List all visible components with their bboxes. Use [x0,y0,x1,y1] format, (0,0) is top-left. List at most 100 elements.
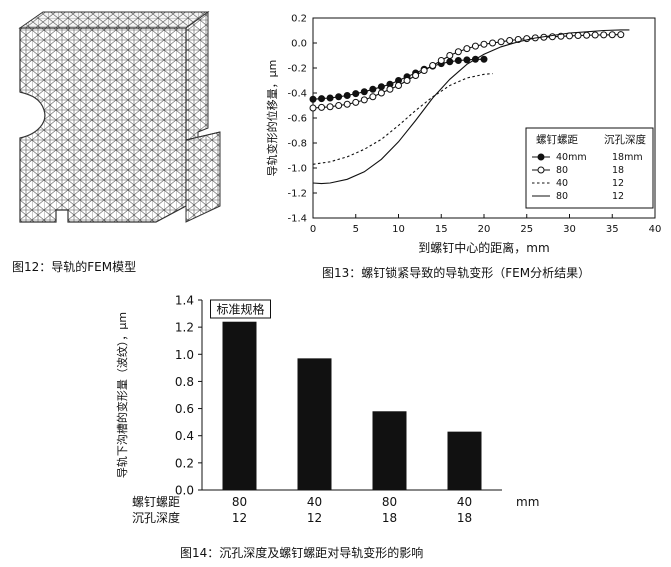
data-point [352,98,360,106]
y-tick-label: 0.6 [175,402,194,416]
y-tick-label: -0.6 [287,114,307,125]
y-tick-label: 0.2 [175,456,194,470]
data-point [583,31,591,39]
y-tick-label: -1.4 [287,214,307,225]
data-point [335,93,343,101]
bar-1 [222,321,257,490]
row-label-depth: 沉孔深度 [132,510,180,525]
data-point [489,39,497,47]
data-point [454,48,462,56]
data-point [463,56,471,64]
x-tick-label: 30 [563,224,576,235]
data-point [343,92,351,99]
bar-pitch-label: 40 [307,495,322,509]
data-point [420,67,428,74]
data-point [574,32,582,39]
ripple-bar-chart: 0.0 0.2 0.4 0.6 0.8 1.0 1.2 1.4 导轨下沟槽的变形量（波纹），μm… [115,294,539,526]
fig12-caption: 图12：导轨的FEM模型 [12,260,137,274]
bar-depth-label: 18 [457,511,472,525]
y-tick-label: -0.2 [287,64,307,75]
data-point [591,31,599,39]
unit-label: mm [516,495,539,509]
bar-3 [372,411,407,490]
bar-pitch-label: 80 [382,495,397,509]
data-point [326,94,334,102]
y-tick-label: 0.4 [175,429,194,443]
data-point [318,103,326,111]
x-tick-label: 0 [310,224,316,235]
x-tick-label: 5 [353,224,359,235]
data-point [454,57,462,64]
series-line-4 [312,29,630,185]
legend-swatch-marker [537,153,545,161]
annotation-label: 标准规格 [216,302,264,317]
data-point [600,31,608,39]
bar-pitch-label: 80 [232,495,247,509]
y-tick-label: 1.0 [175,348,194,362]
legend-pitch-value: 40mm [556,152,587,163]
data-point [506,37,514,44]
annotation-box [210,299,271,319]
data-point [463,45,471,53]
bar-2 [297,358,332,490]
x-tick-label: 20 [478,224,491,235]
legend-depth-value: 12 [612,191,624,202]
legend-pitch-value: 40 [556,178,568,189]
y-tick-label: 0.8 [175,375,194,389]
y-tick-label: 0.0 [291,39,307,50]
data-point [497,38,505,46]
data-point [360,96,368,104]
x-tick-label: 15 [435,224,448,235]
series-line-3 [312,73,493,165]
fem-model-figure [18,11,221,223]
data-point [352,90,360,98]
legend-pitch-value: 80 [556,191,568,202]
x-axis-label: 到螺钉中心的距离，mm [418,240,549,255]
data-point [377,83,385,91]
legend-box [525,127,654,209]
legend-depth-value: 18mm [612,152,643,163]
bar-pitch-label: 40 [457,495,472,509]
data-point [386,85,394,93]
data-point [395,82,402,89]
y-axis-label: 导轨变形的位移量，μm [265,60,279,177]
data-point [318,95,326,103]
y-tick-label: -0.8 [287,139,307,150]
bar-depth-label: 18 [382,511,397,525]
data-point [412,72,420,79]
data-point [369,93,377,101]
legend-header-depth: 沉孔深度 [604,133,646,146]
y-tick-label: -0.4 [287,89,307,100]
data-point [608,31,616,39]
y-tick-label: 1.4 [175,294,194,308]
y-tick-label: -1.0 [287,164,307,175]
data-point [360,88,368,96]
y-tick-label: 0.2 [291,14,307,25]
data-point [377,89,385,97]
x-tick-label: 10 [392,224,405,235]
y-tick-label: -1.2 [287,189,307,200]
data-point [446,58,454,66]
fig14-caption: 图14：沉孔深度及螺钉螺距对导轨变形的影响 [180,546,424,560]
data-point [480,55,488,63]
data-point [369,85,377,93]
data-point [309,95,317,103]
legend-swatch-marker [537,166,545,174]
data-point [343,100,351,108]
y-tick-label: 0.0 [175,484,194,498]
bar-4 [447,431,482,490]
data-point [617,31,625,39]
legend-header-pitch: 螺钉螺距 [536,134,578,146]
x-tick-label: 35 [606,224,619,235]
data-point [471,42,479,50]
legend-depth-value: 12 [612,178,624,189]
data-point [309,104,317,112]
data-point [437,57,445,64]
data-point [326,103,334,111]
fig13-caption: 图13：螺钉锁紧导致的导轨变形（FEM分析结果） [322,266,591,280]
bar-depth-label: 12 [232,511,247,525]
legend-pitch-value: 80 [556,165,568,176]
row-label-pitch: 螺钉螺距 [132,495,180,509]
bar-depth-label: 12 [307,511,322,525]
y-axis-label: 导轨下沟槽的变形量（波纹），μm [115,312,129,478]
